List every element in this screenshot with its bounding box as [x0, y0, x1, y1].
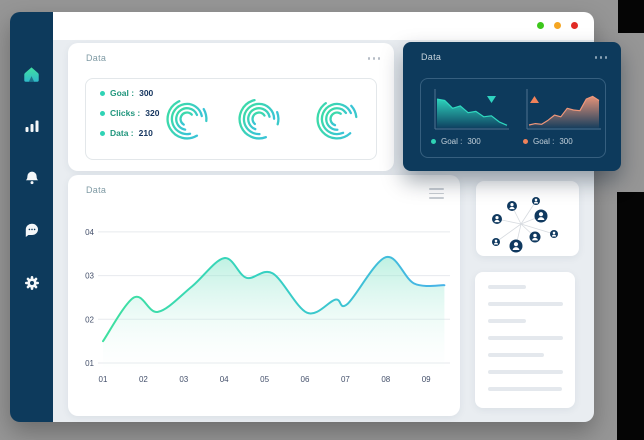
- mini-legend-right: Goal : 300: [523, 137, 573, 146]
- svg-text:02: 02: [85, 315, 94, 324]
- stats-card: Data Goal : 300 Clicks : 320 Data : 210: [68, 43, 394, 171]
- ellipsis-menu-icon[interactable]: [367, 57, 380, 60]
- svg-text:08: 08: [381, 375, 390, 384]
- mini-area-chart-declining: [434, 89, 509, 130]
- traffic-light-red[interactable]: [571, 22, 578, 29]
- legend-item-goal: Goal : 300: [100, 88, 159, 98]
- decor-rect-top: [618, 0, 644, 33]
- sidebar: [10, 12, 53, 422]
- legend-value: 300: [467, 137, 481, 146]
- comparison-card: Data Goal : 300 Goal : 300: [403, 42, 621, 171]
- decor-rect-bottom: [617, 192, 644, 440]
- spiral-chart-icon: [314, 96, 360, 142]
- legend-dot-icon: [431, 139, 436, 144]
- stats-legend: Goal : 300 Clicks : 320 Data : 210: [100, 88, 159, 138]
- svg-text:03: 03: [179, 375, 188, 384]
- svg-text:01: 01: [99, 375, 108, 384]
- network-graph: [492, 197, 558, 253]
- bar-chart-icon: [25, 120, 38, 132]
- svg-text:02: 02: [139, 375, 148, 384]
- traffic-lights: [537, 22, 578, 29]
- svg-text:05: 05: [260, 375, 269, 384]
- sidebar-item-home[interactable]: [23, 66, 40, 83]
- spiral-chart-icon: [236, 96, 282, 142]
- gear-icon: [24, 275, 39, 290]
- skeleton-line: [488, 302, 563, 306]
- skeleton-lines: [488, 285, 563, 391]
- skeleton-line: [488, 353, 544, 357]
- svg-text:04: 04: [220, 375, 229, 384]
- sidebar-item-notifications[interactable]: [23, 169, 40, 186]
- svg-text:09: 09: [422, 375, 431, 384]
- ellipsis-menu-icon[interactable]: [594, 56, 607, 59]
- legend-item-data: Data : 210: [100, 128, 159, 138]
- legend-dot-icon: [100, 130, 105, 136]
- svg-text:01: 01: [85, 359, 94, 368]
- hamburger-menu-icon[interactable]: [429, 188, 444, 199]
- comparison-card-title: Data: [421, 52, 442, 62]
- sidebar-item-messages[interactable]: [23, 221, 40, 238]
- skeleton-line: [488, 285, 526, 289]
- home-icon: [24, 67, 39, 82]
- svg-text:03: 03: [85, 272, 94, 281]
- legend-dot-icon: [100, 90, 105, 96]
- traffic-light-green[interactable]: [537, 22, 544, 29]
- stats-card-title: Data: [86, 53, 107, 63]
- window-titlebar: [53, 12, 594, 40]
- comparison-inner-box: Goal : 300 Goal : 300: [420, 78, 606, 158]
- stats-inner-box: Goal : 300 Clicks : 320 Data : 210: [85, 78, 377, 160]
- legend-value: 320: [145, 108, 160, 118]
- trend-card-title: Data: [86, 185, 107, 195]
- chat-icon: [25, 223, 38, 237]
- legend-dot-icon: [523, 139, 528, 144]
- legend-item-clicks: Clicks : 320: [100, 108, 159, 118]
- sidebar-item-settings[interactable]: [23, 274, 40, 291]
- mini-area-chart-rising: [526, 89, 601, 130]
- traffic-light-yellow[interactable]: [554, 22, 561, 29]
- trend-chart-card: Data 01 02 03 04 01 02 03 04 05 06 07 08 09: [68, 175, 460, 416]
- trend-chart-plot: 01 02 03 04 01 02 03 04 05 06 07 08 09: [85, 228, 450, 384]
- mini-legend-left: Goal : 300: [431, 137, 481, 146]
- sidebar-item-analytics[interactable]: [23, 117, 40, 134]
- legend-value: 300: [139, 88, 154, 98]
- legend-label: Data :: [110, 128, 134, 138]
- skeleton-line: [488, 319, 526, 323]
- skeleton-line: [488, 370, 563, 374]
- trend-chart-svg: 01 02 03 04 01 02 03 04 05 06 07 08 09: [85, 228, 450, 384]
- legend-value: 210: [138, 128, 153, 138]
- svg-text:06: 06: [301, 375, 310, 384]
- legend-label: Goal :: [441, 137, 463, 146]
- bell-icon: [25, 171, 38, 184]
- svg-text:07: 07: [341, 375, 350, 384]
- skeleton-line: [488, 387, 562, 391]
- skeleton-line: [488, 336, 563, 340]
- svg-text:04: 04: [85, 228, 94, 237]
- network-card: [476, 181, 579, 256]
- skeleton-card: [475, 272, 575, 408]
- legend-label: Clicks :: [110, 108, 141, 118]
- legend-dot-icon: [100, 110, 105, 116]
- legend-value: 300: [559, 137, 573, 146]
- spiral-chart-icon: [164, 96, 210, 142]
- legend-label: Goal :: [110, 88, 135, 98]
- legend-label: Goal :: [533, 137, 555, 146]
